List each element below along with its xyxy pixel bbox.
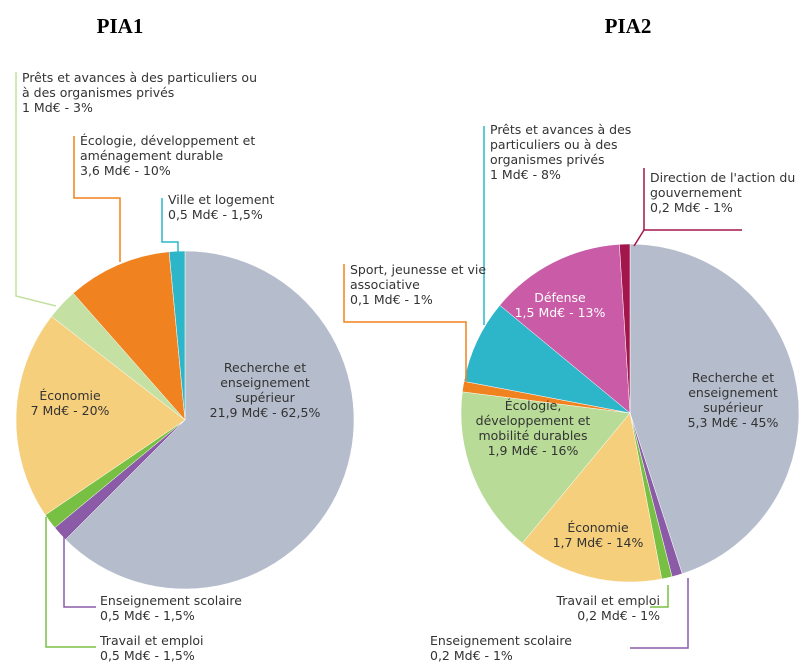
value-label: 1 Md€ - 8% — [490, 167, 561, 182]
slice-label: Recherche et enseignement supérieur 21,9 … — [195, 360, 335, 420]
leader-line — [15, 72, 57, 307]
category-label: Enseignement scolaire — [430, 633, 572, 648]
value-label: 0,2 Md€ - 1% — [430, 648, 513, 663]
category-label: Direction de l'action du gouvernement — [650, 170, 796, 200]
slice-label: Direction de l'action du gouvernement 0,2… — [650, 170, 800, 215]
pie-slice — [619, 243, 631, 414]
value-label: 21,9 Md€ - 62,5% — [209, 405, 321, 420]
leader-line — [630, 578, 689, 649]
slice-label: Prêts et avances à des particuliers ou à… — [490, 122, 640, 182]
slice-label: Travail et emploi 0,5 Md€ - 1,5% — [100, 633, 300, 663]
category-label: Enseignement scolaire — [100, 593, 242, 608]
slice-label: Défense 1,5 Md€ - 13% — [505, 290, 615, 320]
pie-slice — [72, 251, 186, 421]
value-label: 0,5 Md€ - 1,5% — [168, 207, 263, 222]
category-label: Travail et emploi — [556, 593, 660, 608]
slice-label: Économie 7 Md€ - 20% — [10, 388, 130, 418]
slice-label: Économie 1,7 Md€ - 14% — [548, 520, 648, 550]
value-label: 0,1 Md€ - 1% — [350, 292, 433, 307]
leader-line — [650, 585, 669, 608]
pie-slice — [460, 391, 631, 544]
category-label: Recherche et enseignement supérieur — [688, 370, 778, 415]
value-label: 1 Md€ - 3% — [22, 100, 93, 115]
value-label: 0,5 Md€ - 1,5% — [100, 608, 195, 623]
value-label: 1,9 Md€ - 16% — [487, 443, 579, 458]
leader-line — [63, 526, 96, 608]
slice-label: Écologie, développement et aménagement d… — [80, 133, 280, 178]
category-label: Écologie, développement et aménagement d… — [80, 133, 256, 163]
pie-slice — [521, 412, 662, 583]
leader-line — [343, 264, 467, 392]
slice-label: Sport, jeunesse et vie associative 0,1 Md… — [350, 262, 490, 307]
slice-label: Recherche et enseignement supérieur 5,3 M… — [668, 370, 798, 430]
value-label: 0,2 Md€ - 1% — [577, 608, 660, 623]
chart-title: PIA1 — [96, 14, 144, 38]
category-label: Ville et logement — [168, 192, 275, 207]
category-label: Prêts et avances à des particuliers ou à… — [490, 122, 632, 167]
slice-label: Enseignement scolaire 0,2 Md€ - 1% — [430, 633, 630, 663]
category-label: Travail et emploi — [100, 633, 204, 648]
value-label: 0,2 Md€ - 1% — [650, 200, 733, 215]
pie-slice — [65, 250, 355, 590]
value-label: 5,3 Md€ - 45% — [687, 415, 779, 430]
pie-slice — [168, 250, 186, 421]
pie-slice — [15, 316, 186, 516]
category-label: Défense — [534, 290, 586, 305]
category-label: Recherche et enseignement supérieur — [220, 360, 310, 405]
leader-line — [45, 517, 96, 648]
category-label: Économie — [39, 388, 101, 403]
leader-line — [633, 229, 645, 247]
chart-title: PIA2 — [604, 14, 652, 38]
leader-line — [73, 136, 121, 262]
pie-slice — [499, 244, 631, 414]
value-label: 0,5 Md€ - 1,5% — [100, 648, 195, 663]
slice-label: Écologie, développement et mobilité dura… — [468, 398, 598, 458]
value-label: 7 Md€ - 20% — [30, 403, 110, 418]
value-label: 1,7 Md€ - 14% — [552, 535, 644, 550]
category-label: Sport, jeunesse et vie associative — [350, 262, 487, 292]
slice-label: Enseignement scolaire 0,5 Md€ - 1,5% — [100, 593, 300, 623]
value-label: 1,5 Md€ - 13% — [514, 305, 606, 320]
leader-line — [161, 198, 179, 252]
category-label: Économie — [567, 520, 629, 535]
slice-label: Prêts et avances à des particuliers ou à… — [22, 70, 262, 115]
slice-label: Travail et emploi 0,2 Md€ - 1% — [500, 593, 660, 623]
slice-label: Ville et logement 0,5 Md€ - 1,5% — [168, 192, 328, 222]
pie-slice — [629, 243, 800, 575]
category-label: Prêts et avances à des particuliers ou à… — [22, 70, 257, 100]
category-label: Écologie, développement et mobilité dura… — [475, 398, 591, 443]
value-label: 3,6 Md€ - 10% — [80, 163, 171, 178]
